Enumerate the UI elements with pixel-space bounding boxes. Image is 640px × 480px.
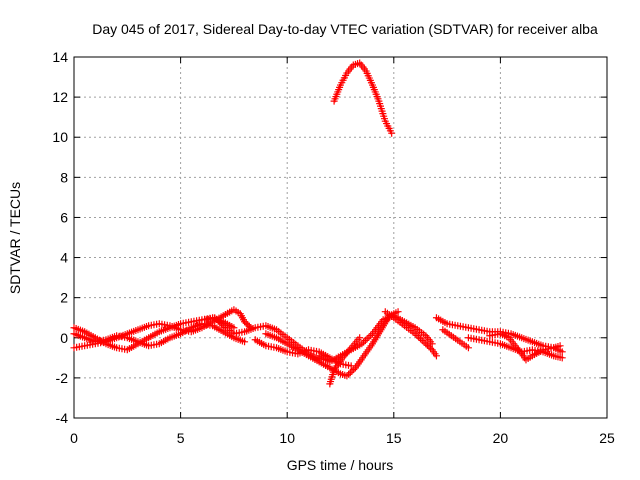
chart-title: Day 045 of 2017, Sidereal Day-to-day VTE… xyxy=(92,21,598,37)
data-point-marker xyxy=(356,334,364,342)
data-point-marker xyxy=(218,320,226,328)
y-axis-label: SDTVAR / TECUs xyxy=(7,182,23,294)
grid xyxy=(74,57,607,418)
data-point-marker xyxy=(423,341,431,349)
series-track-14 xyxy=(464,334,566,362)
series-track-9 xyxy=(381,308,440,360)
plot-frame xyxy=(73,56,608,419)
data-point-marker xyxy=(241,318,249,326)
data-point-marker xyxy=(211,314,219,322)
y-tick-label: 4 xyxy=(60,250,68,266)
x-tick-label: 15 xyxy=(386,430,402,446)
series-track-8 xyxy=(326,334,364,388)
series-track-6 xyxy=(262,308,402,380)
data-point-marker xyxy=(242,319,250,327)
data-point-marker xyxy=(428,340,436,348)
data-point-marker xyxy=(363,335,371,343)
data-point-marker xyxy=(244,321,252,329)
data-point-marker xyxy=(350,365,358,373)
y-tick-label: 0 xyxy=(60,330,68,346)
axis-ticks xyxy=(73,56,608,419)
y-tick-label: 2 xyxy=(60,290,68,306)
series-track-10 xyxy=(330,59,396,137)
data-point-marker xyxy=(422,340,430,348)
data-point-marker xyxy=(425,343,433,351)
data-point-marker xyxy=(348,367,356,375)
data-point-marker xyxy=(230,324,238,332)
x-axis-label: GPS time / hours xyxy=(287,457,394,473)
series-track-3 xyxy=(70,320,249,350)
data-points xyxy=(70,59,566,388)
data-point-marker xyxy=(345,370,353,378)
data-point-marker xyxy=(214,317,222,325)
y-tick-label: 8 xyxy=(60,169,68,185)
x-tick-label: 5 xyxy=(177,430,185,446)
y-tick-label: -2 xyxy=(56,370,69,386)
data-point-marker xyxy=(394,308,402,316)
y-tick-label: -4 xyxy=(56,410,69,426)
data-point-marker xyxy=(388,129,396,137)
y-tick-label: 12 xyxy=(52,89,68,105)
y-tick-label: 14 xyxy=(52,49,68,65)
x-tick-label: 25 xyxy=(599,430,615,446)
data-point-marker xyxy=(212,315,220,323)
x-tick-label: 10 xyxy=(279,430,295,446)
x-tick-label: 20 xyxy=(493,430,509,446)
x-tick-label: 0 xyxy=(70,430,78,446)
series-track-12 xyxy=(439,326,472,352)
data-point-marker xyxy=(427,344,435,352)
data-point-marker xyxy=(216,319,224,327)
y-tick-label: 6 xyxy=(60,209,68,225)
data-point-marker xyxy=(556,342,564,350)
data-point-marker xyxy=(241,338,249,346)
data-point-marker xyxy=(558,354,566,362)
data-point-marker xyxy=(464,344,472,352)
data-point-marker xyxy=(558,348,566,356)
tick-labels: 0 5 10 15 20 25 -4 -2 0 2 4 6 8 10 12 14 xyxy=(52,49,615,446)
y-tick-label: 10 xyxy=(52,129,68,145)
data-point-marker xyxy=(365,333,373,341)
data-point-marker xyxy=(343,372,351,380)
data-point-marker xyxy=(346,369,354,377)
data-point-marker xyxy=(432,352,440,360)
